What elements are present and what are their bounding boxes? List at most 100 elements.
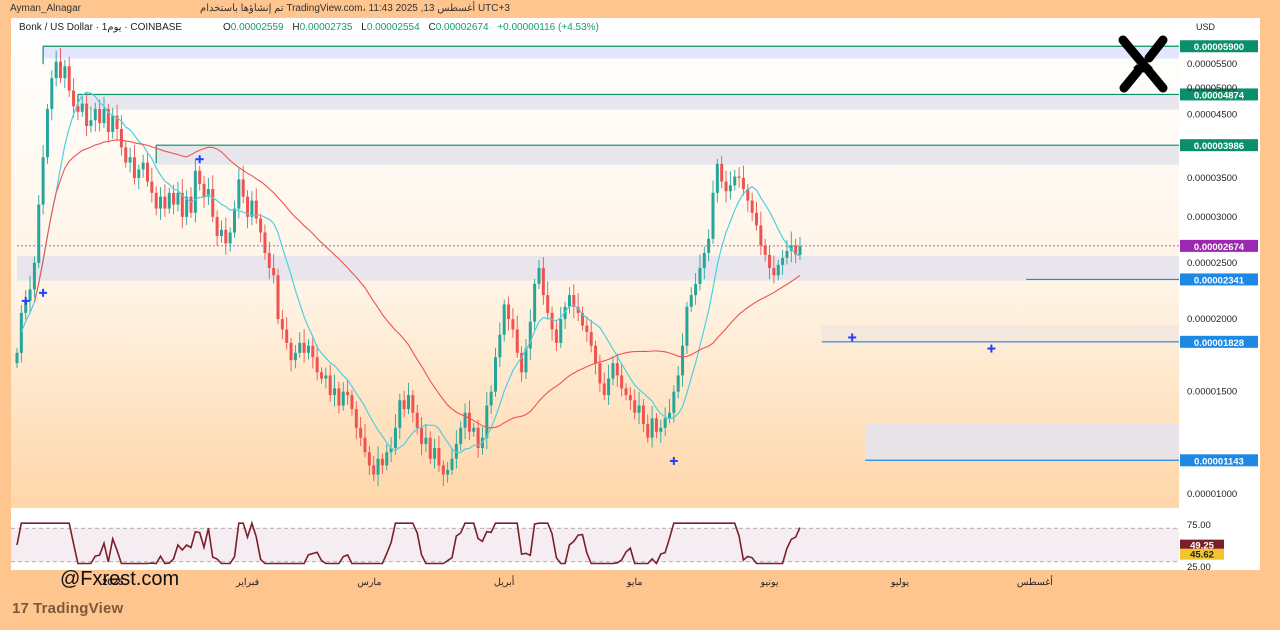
candle-body-144 <box>641 405 645 424</box>
candle-body-158 <box>702 252 706 268</box>
candle-body-136 <box>607 378 611 396</box>
level-label-0: 0.00005900 <box>1194 42 1244 53</box>
candle-body-106 <box>476 427 480 449</box>
candle-11 <box>63 59 67 88</box>
candle-23 <box>115 104 119 141</box>
candle-body-55 <box>254 200 258 219</box>
candle-body-56 <box>259 218 263 233</box>
candle-body-30 <box>146 162 149 182</box>
candle-89 <box>402 390 406 418</box>
candle-39 <box>185 190 189 226</box>
candle-body-180 <box>798 246 802 255</box>
candle-body-127 <box>567 295 571 307</box>
candle-body-155 <box>689 295 693 307</box>
candle-body-92 <box>415 412 419 428</box>
candle-59 <box>272 254 276 284</box>
x-label-7: أغسطس <box>1017 575 1053 588</box>
candle-64 <box>293 344 297 369</box>
candle-105 <box>472 422 476 437</box>
candle-body-73 <box>333 388 337 396</box>
candle-137 <box>611 356 615 386</box>
legend-h-value: 0.00002735 <box>300 22 353 33</box>
level-tag-4 <box>1180 273 1258 286</box>
candle-8 <box>50 70 54 121</box>
candle-body-2 <box>24 300 28 313</box>
candle-body-146 <box>650 418 654 438</box>
candle-body-139 <box>620 375 624 389</box>
candle-126 <box>563 301 567 329</box>
candle-body-134 <box>598 363 602 384</box>
candle-16 <box>85 92 89 136</box>
candle-body-44 <box>206 189 210 197</box>
candle-body-159 <box>707 238 711 253</box>
candle-26 <box>128 147 132 173</box>
candle-157 <box>698 254 702 291</box>
candle-142 <box>633 389 637 420</box>
candle-47 <box>219 220 223 243</box>
y-tick-4: 0.00003500 <box>1187 173 1237 184</box>
candle-body-96 <box>433 448 437 459</box>
candle-body-51 <box>237 179 241 209</box>
candle-98 <box>441 460 445 486</box>
candle-67 <box>306 339 310 360</box>
candle-body-61 <box>280 319 284 330</box>
candle-167 <box>741 165 745 196</box>
candle-body-102 <box>459 427 463 444</box>
candle-94 <box>424 423 428 453</box>
candle-body-52 <box>241 179 245 197</box>
candle-body-171 <box>759 225 763 246</box>
candle-159 <box>707 229 711 262</box>
zone-5 <box>865 423 1179 461</box>
candle-body-1 <box>19 312 23 353</box>
candle-155 <box>689 287 693 312</box>
level-label-6: 0.00001143 <box>1194 456 1244 467</box>
candle-148 <box>659 419 663 444</box>
candle-20 <box>102 96 106 129</box>
candle-body-89 <box>402 400 406 410</box>
x-label-1: فبراير <box>235 577 260 588</box>
legend-change: +0.00000116 (+4.53%) <box>497 22 599 33</box>
candle-body-4 <box>32 262 36 290</box>
candle-156 <box>694 273 698 305</box>
candle-body-129 <box>576 306 580 313</box>
candle-166 <box>737 167 741 188</box>
candle-body-153 <box>681 345 685 376</box>
candle-body-108 <box>485 405 489 438</box>
x-label-3: أبريل <box>494 575 515 588</box>
candle-body-91 <box>411 395 415 413</box>
candle-21 <box>106 104 110 142</box>
candle-81 <box>367 445 371 476</box>
candle-body-145 <box>646 423 650 438</box>
candle-52 <box>241 165 245 204</box>
candle-body-120 <box>537 267 541 284</box>
x-label-4: مايو <box>626 577 643 588</box>
candle-body-67 <box>306 345 310 353</box>
candle-119 <box>533 278 537 330</box>
candle-29 <box>141 154 145 178</box>
candle-body-71 <box>324 375 328 379</box>
candle-body-164 <box>728 185 732 192</box>
candle-body-174 <box>772 267 776 276</box>
candle-body-178 <box>789 245 793 252</box>
candle-79 <box>359 416 363 446</box>
candle-34 <box>163 184 167 217</box>
candle-112 <box>502 299 506 342</box>
candle-body-31 <box>150 181 154 193</box>
candle-body-77 <box>350 395 354 410</box>
candle-153 <box>681 333 685 387</box>
candle-143 <box>637 391 641 425</box>
y-tick-5: 0.00003000 <box>1187 212 1237 223</box>
candle-141 <box>628 387 632 411</box>
candle-3 <box>28 275 32 313</box>
candle-body-148 <box>659 427 663 432</box>
candle-50 <box>233 200 236 238</box>
candle-114 <box>511 308 515 338</box>
candle-body-75 <box>341 391 345 406</box>
candle-body-22 <box>111 115 115 132</box>
legend-ohlc: O0.00002559 H0.00002735 L0.00002554 C0.0… <box>223 22 599 33</box>
candle-body-26 <box>128 157 132 163</box>
rsi-value-label-0: 49.25 <box>1190 541 1214 552</box>
candle-body-83 <box>376 458 380 475</box>
candle-body-87 <box>393 427 397 449</box>
